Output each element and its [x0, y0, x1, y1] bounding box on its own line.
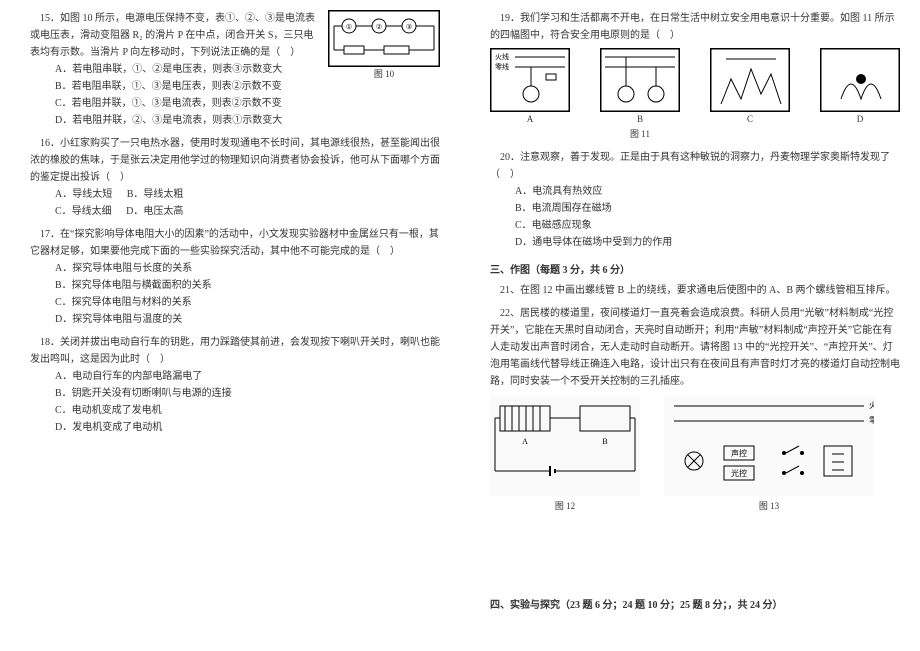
q18-options: A．电动自行车的内部电路漏电了 B．钥匙开关没有切断喇叭与电源的连接 C．电动机… — [55, 368, 440, 436]
fig13-wire1: 火 — [869, 401, 874, 410]
figure-10-svg: ① ② ③ — [328, 10, 440, 67]
question-18: 18．关闭并拔出电动自行车的钥匙，用力踩踏使其前进，会发现按下喇叭开关时，喇叭也… — [30, 334, 440, 436]
q16-opt-c: C．导线太细 — [55, 203, 112, 220]
svg-text:光控: 光控 — [731, 468, 747, 478]
q16-options: A．导线太短 B．导线太粗 C．导线太细 D．电压太高 — [55, 186, 440, 220]
q17-opt-d: D．探究导体电阻与温度的关 — [55, 311, 440, 328]
q16-opt-d: D．电压太高 — [126, 203, 183, 220]
figure-13-wrap: 火 零 声控 光控 图 13 — [664, 396, 874, 512]
q17-stem: 17．在“探究影响导体电阻大小的因素”的活动中，小文发现实验器材中金属丝只有一根… — [30, 226, 440, 260]
q20-opt-d: D．通电导体在磁场中受到力的作用 — [515, 234, 900, 251]
figure-10-wrap: ① ② ③ 图 10 — [328, 10, 440, 82]
svg-text:③: ③ — [406, 23, 412, 31]
fig11-c-svg — [710, 48, 790, 112]
q20-opt-a: A．电流具有热效应 — [515, 183, 900, 200]
q16-opt-b: B．导线太粗 — [127, 186, 184, 203]
question-19: 19．我们学习和生活都离不开电，在日常生活中树立安全用电意识十分重要。如图 11… — [490, 10, 900, 143]
q17-opt-b: B．探究导体电阻与横截面积的关系 — [55, 277, 440, 294]
q15-opt-c: C．若电阻并联，①、③是电流表，则表②示数不变 — [55, 95, 440, 112]
figure-11-row: 火线 零线 A — [490, 48, 900, 143]
q22-stem: 22、居民楼的楼道里，夜间楼道灯一直亮着会造成浪费。科研人员用“光敏”材料制成“… — [490, 305, 900, 390]
figure-12-svg: A B — [490, 396, 640, 496]
svg-text:A: A — [522, 437, 528, 446]
q16-stem: 16．小红家购买了一只电热水器，使用时发现通电不长时间，其电源线很热，甚至能闻出… — [30, 135, 440, 186]
fig11-d-svg — [820, 48, 900, 112]
q15-opt-d: D．若电阻并联，②、③是电流表，则表①示数变大 — [55, 112, 440, 129]
q20-options: A．电流具有热效应 B．电流周围存在磁场 C．电磁感应现象 D．通电导体在磁场中… — [515, 183, 900, 251]
q20-stem: 20．注意观察，善于发现。正是由于具有这种敏锐的洞察力，丹麦物理学家奥斯特发现了… — [490, 149, 900, 183]
question-15: ① ② ③ 图 10 15．如图 10 所示，电源电压保持 — [30, 10, 440, 129]
q18-opt-c: C．电动机变成了发电机 — [55, 402, 440, 419]
svg-text:B: B — [602, 437, 607, 446]
question-20: 20．注意观察，善于发现。正是由于具有这种敏锐的洞察力，丹麦物理学家奥斯特发现了… — [490, 149, 900, 251]
page: ① ② ③ 图 10 15．如图 10 所示，电源电压保持 — [0, 0, 920, 651]
fig11-a-wire2: 零线 — [495, 62, 509, 71]
question-16: 16．小红家购买了一只电热水器，使用时发现通电不长时间，其电源线很热，甚至能闻出… — [30, 135, 440, 220]
fig11-d-wrap: D — [820, 48, 900, 143]
q20-opt-b: B．电流周围存在磁场 — [515, 200, 900, 217]
figure-10-caption: 图 10 — [328, 67, 440, 82]
fig11-d-label: D — [820, 112, 900, 127]
q17-opt-a: A．探究导体电阻与长度的关系 — [55, 260, 440, 277]
q18-stem: 18．关闭并拔出电动自行车的钥匙，用力踩踏使其前进，会发现按下喇叭开关时，喇叭也… — [30, 334, 440, 368]
q17-options: A．探究导体电阻与长度的关系 B．探究导体电阻与横截面积的关系 C．探究导体电阻… — [55, 260, 440, 328]
question-21: 21、在图 12 中画出螺线管 B 上的绕线，要求通电后使图中的 A、B 两个螺… — [490, 282, 900, 299]
q21-stem: 21、在图 12 中画出螺线管 B 上的绕线，要求通电后使图中的 A、B 两个螺… — [490, 282, 900, 299]
q19-stem: 19．我们学习和生活都离不开电，在日常生活中树立安全用电意识十分重要。如图 11… — [490, 10, 900, 44]
spacer — [490, 516, 900, 586]
q18-opt-d: D．发电机变成了电动机 — [55, 419, 440, 436]
figure-13-svg: 火 零 声控 光控 — [664, 396, 874, 496]
fig11-a-svg: 火线 零线 — [490, 48, 570, 112]
fig11-b-label: B — [600, 112, 680, 127]
svg-text:①: ① — [346, 23, 352, 31]
figure-12-wrap: A B 图 12 — [490, 396, 640, 512]
right-column: 19．我们学习和生活都离不开电，在日常生活中树立安全用电意识十分重要。如图 11… — [460, 0, 920, 651]
fig11-a-wrap: 火线 零线 A — [490, 48, 570, 143]
q16-opt-a: A．导线太短 — [55, 186, 112, 203]
question-22: 22、居民楼的楼道里，夜间楼道灯一直亮着会造成浪费。科研人员用“光敏”材料制成“… — [490, 305, 900, 390]
fig11-c-wrap: C — [710, 48, 790, 143]
fig11-b-svg — [600, 48, 680, 112]
q18-opt-b: B．钥匙开关没有切断喇叭与电源的连接 — [55, 385, 440, 402]
figure-13-caption: 图 13 — [664, 499, 874, 512]
fig11-caption: 图 11 — [600, 127, 680, 142]
figures-12-13-row: A B 图 12 火 — [490, 396, 900, 512]
fig11-c-label: C — [710, 112, 790, 127]
left-column: ① ② ③ 图 10 15．如图 10 所示，电源电压保持 — [0, 0, 460, 651]
section-3-title: 三、作图（每题 3 分，共 6 分） — [490, 261, 900, 276]
q20-opt-c: C．电磁感应现象 — [515, 217, 900, 234]
fig11-a-label: A — [490, 112, 570, 127]
figure-12-caption: 图 12 — [490, 499, 640, 512]
fig11-b-wrap: B 图 11 — [600, 48, 680, 143]
svg-text:②: ② — [376, 23, 382, 31]
fig11-a-wire1: 火线 — [495, 52, 509, 61]
section-4-title: 四、实验与探究（23 题 6 分；24 题 10 分；25 题 8 分；，共 2… — [490, 596, 900, 611]
fig13-wire2: 零 — [869, 416, 874, 425]
q18-opt-a: A．电动自行车的内部电路漏电了 — [55, 368, 440, 385]
question-17: 17．在“探究影响导体电阻大小的因素”的活动中，小文发现实验器材中金属丝只有一根… — [30, 226, 440, 328]
svg-text:声控: 声控 — [731, 448, 747, 458]
q17-opt-c: C．探究导体电阻与材料的关系 — [55, 294, 440, 311]
